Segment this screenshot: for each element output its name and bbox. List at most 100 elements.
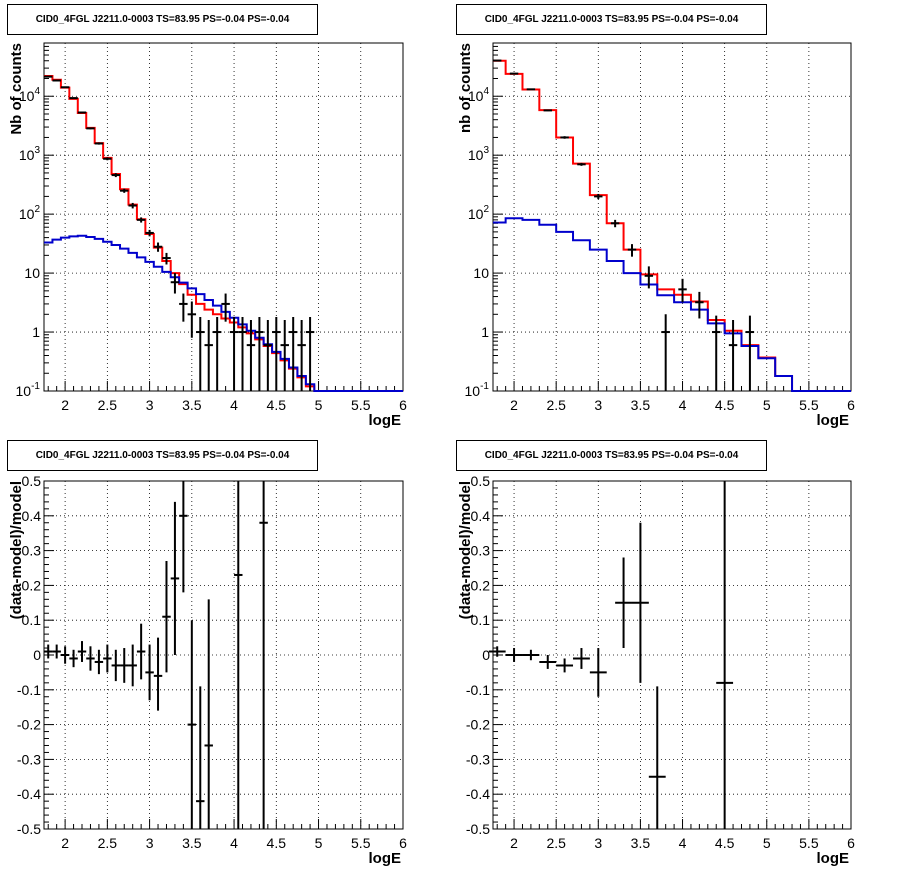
y-tick-label: 0.5 (22, 473, 42, 489)
y-axis-label: nb of counts (457, 43, 474, 133)
data-point (297, 320, 306, 391)
y-tick-label: -0.2 (466, 717, 490, 733)
y-axis-label: (data-model)/model (457, 481, 474, 619)
data-point (69, 649, 78, 668)
y-tick-label: -0.4 (466, 786, 490, 802)
data-point (204, 320, 213, 391)
y-tick-label: 10 (24, 265, 40, 281)
y-tick-label: 104 (468, 86, 490, 104)
data-point (77, 111, 87, 114)
x-tick-label: 5 (763, 835, 771, 851)
data-point (615, 557, 632, 649)
x-tick-label: 5 (315, 397, 323, 413)
x-tick-label: 4.5 (715, 835, 735, 851)
grid (493, 481, 851, 829)
y-tick-label: -0.3 (17, 751, 41, 767)
x-tick-label: 5 (315, 835, 323, 851)
data-point (187, 301, 197, 338)
data-point (644, 266, 654, 289)
y-tick-label: 0.2 (471, 577, 491, 593)
x-tick-label: 6 (399, 835, 407, 851)
data-point (631, 522, 649, 683)
y-axis-label: (data-model)/model (8, 481, 25, 619)
data-point (128, 644, 137, 687)
x-tick-label: 2.5 (546, 835, 566, 851)
x-tick-label: 2.5 (546, 397, 566, 413)
chart-title: CID0_4FGL J2211.0-0003 TS=83.95 PS=-0.04… (456, 440, 767, 471)
y-tick-label: 0 (33, 647, 41, 663)
data-point (196, 316, 205, 391)
x-tick-label: 4 (230, 397, 238, 413)
data-point (577, 162, 586, 166)
y-tick-label: -0.2 (17, 717, 41, 733)
data-point (543, 109, 552, 112)
x-tick-label: 4.5 (715, 397, 735, 413)
y-tick-label: 0.1 (22, 612, 42, 628)
y-tick-label: -0.1 (466, 682, 490, 698)
x-axis-label: logE (369, 850, 402, 867)
data-point (234, 481, 243, 829)
chart-title: CID0_4FGL J2211.0-0003 TS=83.95 PS=-0.04… (7, 440, 318, 471)
y-tick-label: 10-1 (16, 381, 41, 399)
data-point (128, 202, 137, 209)
data-point (221, 293, 230, 322)
data-point (594, 193, 603, 200)
data-point (573, 648, 590, 669)
data-point (238, 316, 247, 391)
y-tick-label: 0.4 (471, 508, 491, 524)
y-tick-label: 104 (19, 86, 41, 104)
data-point (505, 648, 523, 662)
x-tick-label: 2 (510, 397, 518, 413)
chart-residuals-right: CID0_4FGL J2211.0-0003 TS=83.95 PS=-0.04… (449, 437, 898, 875)
x-tick-label: 3.5 (631, 397, 651, 413)
y-tick-label: 0 (482, 647, 490, 663)
y-tick-label: 1 (32, 324, 40, 340)
chart-svg: 2 2.5 3 3.5 4 4.5 5 5.5 6 10-1 1 10 102 103 104 logE Nb … (8, 42, 407, 429)
data-point (712, 315, 721, 391)
x-tick-label: 3.5 (182, 835, 202, 851)
chart-title: CID0_4FGL J2211.0-0003 TS=83.95 PS=-0.04… (7, 4, 318, 35)
y-tick-label: -0.4 (17, 786, 41, 802)
series-line-red (44, 75, 403, 392)
data-point (695, 291, 704, 319)
data-point (272, 316, 281, 391)
x-tick-label: 2 (510, 835, 518, 851)
y-tick-label: -0.5 (466, 821, 490, 837)
x-tick-label: 3 (146, 397, 154, 413)
data-point (94, 142, 104, 145)
data-point (187, 620, 197, 829)
x-tick-label: 2 (61, 397, 69, 413)
data-point (136, 217, 146, 223)
chart-counts-left: CID0_4FGL J2211.0-0003 TS=83.95 PS=-0.04… (0, 0, 449, 437)
grid (44, 481, 403, 829)
data-point (77, 641, 87, 662)
x-tick-label: 3 (146, 835, 154, 851)
y-tick-label: 0.1 (471, 612, 491, 628)
data-point (52, 644, 61, 659)
data-point (288, 316, 298, 391)
grid (44, 43, 403, 391)
x-tick-label: 6 (847, 397, 855, 413)
y-tick-label: -0.1 (17, 682, 41, 698)
data-point (229, 316, 239, 391)
x-axis-label: logE (817, 412, 850, 429)
data-point (263, 320, 273, 391)
data-point (170, 501, 180, 655)
data-point (69, 97, 78, 100)
y-tick-label: 0.5 (471, 473, 491, 489)
data-point (170, 273, 180, 294)
y-tick-label: 102 (19, 204, 41, 222)
x-tick-label: 5 (763, 397, 771, 413)
data-point (60, 646, 70, 664)
chart-svg: 2 2.5 3 3.5 4 4.5 5 5.5 6 -0.5 -0.4 -0.3 -0.2 -0.1 0 0.… (457, 473, 855, 867)
data-point (305, 316, 315, 391)
data-point (103, 644, 112, 673)
x-tick-label: 5.5 (799, 835, 819, 851)
data-point (179, 293, 188, 322)
x-axis-label: logE (369, 412, 402, 429)
data-point (556, 658, 574, 673)
data-point (212, 316, 222, 391)
data-point (120, 188, 129, 193)
data-point (60, 86, 70, 89)
x-tick-label: 4.5 (267, 835, 287, 851)
